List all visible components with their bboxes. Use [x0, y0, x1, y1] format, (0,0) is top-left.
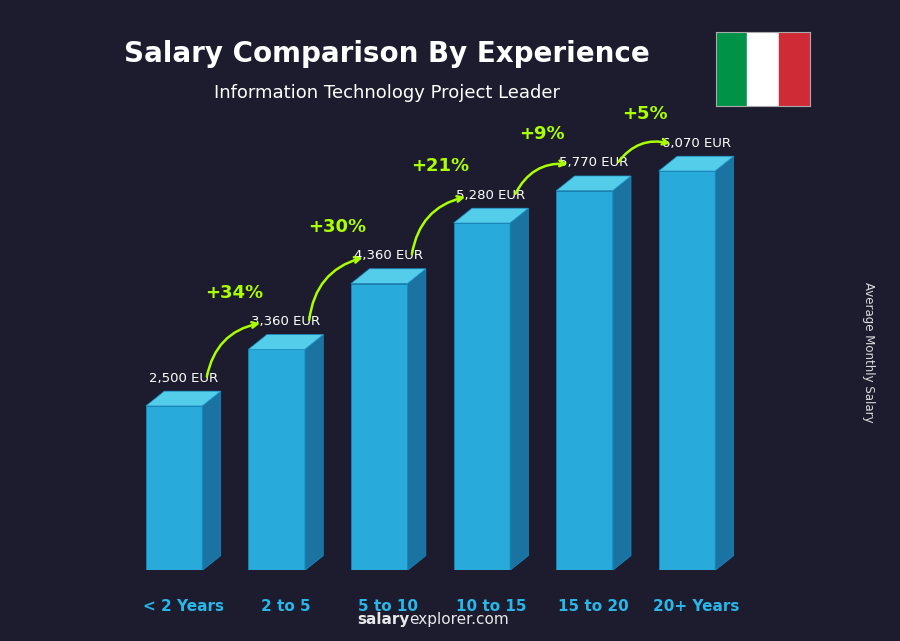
- Text: 5 to 10: 5 to 10: [358, 599, 419, 614]
- Text: +30%: +30%: [308, 218, 366, 236]
- Polygon shape: [351, 269, 426, 283]
- Bar: [747, 32, 778, 106]
- Polygon shape: [248, 335, 323, 349]
- Text: +9%: +9%: [519, 125, 565, 143]
- Text: +5%: +5%: [622, 105, 668, 123]
- Polygon shape: [659, 171, 716, 570]
- Polygon shape: [146, 391, 220, 406]
- Polygon shape: [659, 156, 733, 171]
- Text: +21%: +21%: [410, 157, 469, 175]
- Text: 2,500 EUR: 2,500 EUR: [148, 372, 218, 385]
- Text: 5,280 EUR: 5,280 EUR: [456, 188, 526, 202]
- Polygon shape: [248, 349, 305, 570]
- Polygon shape: [305, 335, 323, 570]
- Text: explorer.com: explorer.com: [410, 612, 509, 627]
- Text: 3,360 EUR: 3,360 EUR: [251, 315, 320, 328]
- Polygon shape: [202, 391, 220, 570]
- Polygon shape: [556, 176, 631, 191]
- Text: +34%: +34%: [205, 284, 264, 302]
- Text: Salary Comparison By Experience: Salary Comparison By Experience: [124, 40, 650, 69]
- Polygon shape: [408, 269, 426, 570]
- Polygon shape: [556, 191, 613, 570]
- Text: 6,070 EUR: 6,070 EUR: [662, 137, 731, 149]
- Text: 15 to 20: 15 to 20: [558, 599, 629, 614]
- Text: 10 to 15: 10 to 15: [455, 599, 526, 614]
- Bar: [778, 32, 810, 106]
- Bar: [716, 32, 747, 106]
- Polygon shape: [351, 283, 408, 570]
- Polygon shape: [510, 208, 528, 570]
- Text: 4,360 EUR: 4,360 EUR: [354, 249, 423, 262]
- Polygon shape: [613, 176, 631, 570]
- Text: 20+ Years: 20+ Years: [653, 599, 739, 614]
- Text: 5,770 EUR: 5,770 EUR: [559, 156, 628, 169]
- Text: Average Monthly Salary: Average Monthly Salary: [862, 282, 875, 423]
- Text: < 2 Years: < 2 Years: [143, 599, 224, 614]
- Text: 2 to 5: 2 to 5: [261, 599, 310, 614]
- Text: salary: salary: [357, 612, 410, 627]
- Text: Information Technology Project Leader: Information Technology Project Leader: [214, 84, 560, 102]
- Polygon shape: [454, 223, 510, 570]
- Polygon shape: [454, 208, 528, 223]
- Polygon shape: [716, 156, 733, 570]
- Polygon shape: [146, 406, 202, 570]
